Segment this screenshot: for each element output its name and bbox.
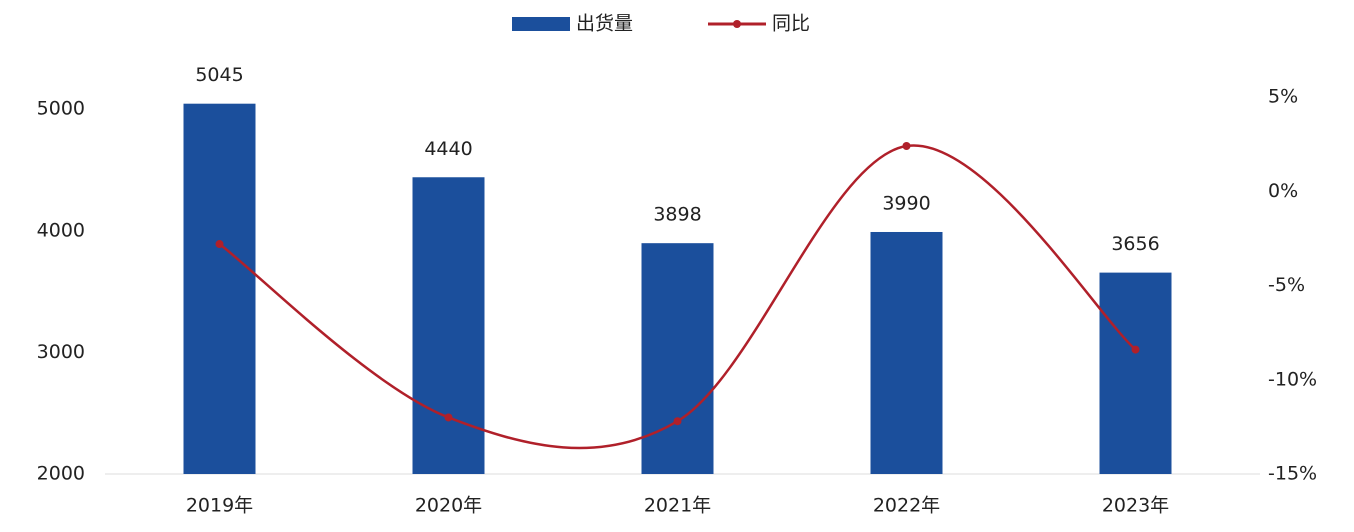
- y2-tick-label: -15%: [1268, 463, 1317, 485]
- bar: [412, 177, 485, 474]
- y2-tick-label: 0%: [1268, 180, 1298, 202]
- line: [218, 144, 1137, 450]
- data-label: 5045: [195, 64, 243, 86]
- y2-tick-label: 5%: [1268, 86, 1298, 108]
- line-point: [1131, 345, 1140, 354]
- bar: [183, 103, 256, 474]
- y-tick-label: 4000: [37, 219, 85, 241]
- y-tick-label: 5000: [37, 98, 85, 120]
- line-point: [215, 240, 224, 249]
- data-label: 3898: [653, 204, 701, 226]
- data-label: 3656: [1111, 233, 1159, 255]
- line-point: [902, 142, 911, 151]
- bar: [641, 243, 714, 474]
- x-tick-label: 2022年: [873, 495, 940, 517]
- x-tick-label: 2023年: [1102, 495, 1169, 517]
- legend-label: 同比: [772, 13, 810, 35]
- legend-swatch: [733, 20, 741, 28]
- y2-tick-label: -10%: [1268, 368, 1317, 390]
- legend-swatch: [512, 17, 570, 31]
- y-tick-label: 2000: [37, 463, 85, 485]
- x-tick-label: 2021年: [644, 495, 711, 517]
- line-point: [444, 413, 453, 422]
- x-tick-label: 2019年: [186, 495, 253, 517]
- x-tick-label: 2020年: [415, 495, 482, 517]
- line-point: [673, 417, 682, 426]
- data-label: 4440: [424, 138, 472, 160]
- bar: [870, 231, 943, 474]
- y-tick-label: 3000: [37, 341, 85, 363]
- legend-label: 出货量: [576, 13, 633, 35]
- y2-tick-label: -5%: [1268, 274, 1305, 296]
- data-label: 3990: [882, 192, 930, 214]
- bar: [1099, 272, 1172, 474]
